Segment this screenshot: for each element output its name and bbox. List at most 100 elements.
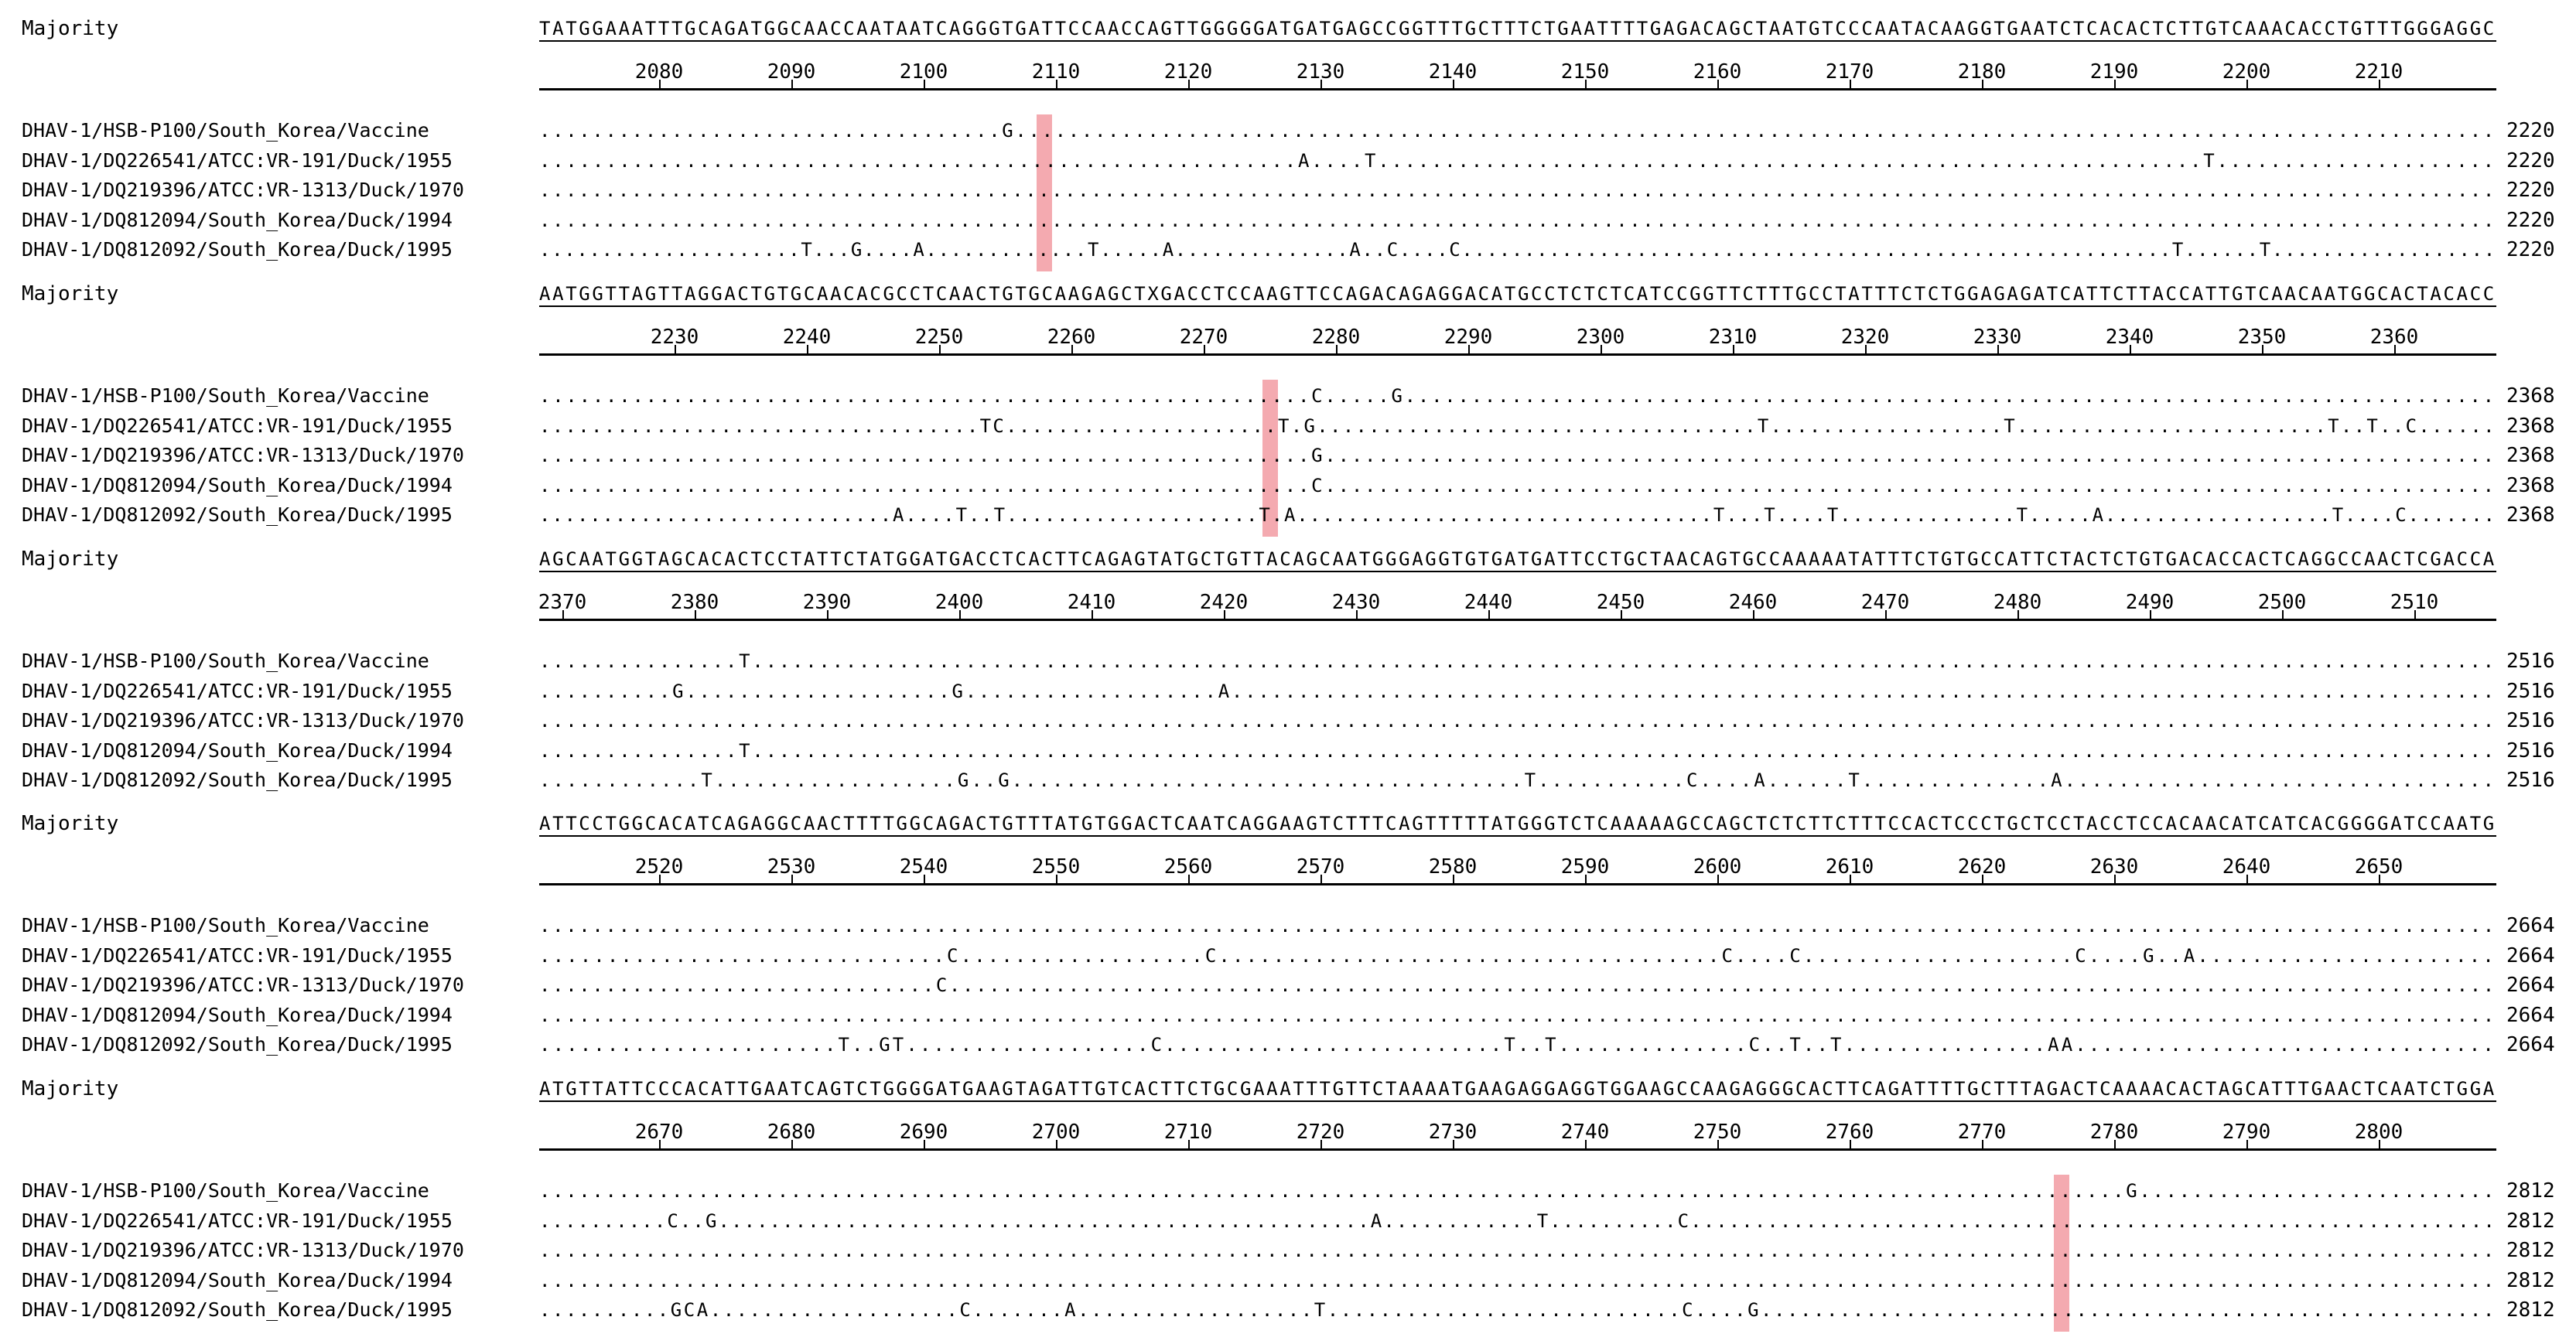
ruler-tick xyxy=(1733,345,1734,353)
end-position: 2664 xyxy=(2506,914,2555,937)
ruler-tick-label: 2740 xyxy=(1560,1121,1610,1144)
ruler-tick-label: 2090 xyxy=(767,60,816,84)
sequence-name: DHAV-1/DQ812092/South_Korea/Duck/1995 xyxy=(22,503,453,526)
ruler-tick-label: 2240 xyxy=(782,326,832,349)
ruler-tick xyxy=(2246,875,2248,883)
ruler-tick xyxy=(1982,80,1983,88)
ruler-tick xyxy=(1056,875,1057,883)
ruler-tick xyxy=(939,345,941,353)
sequence-name: DHAV-1/HSB-P100/South_Korea/Vaccine xyxy=(22,119,429,142)
sequence-row: ........................................… xyxy=(539,1180,2496,1202)
ruler-tick-label: 2700 xyxy=(1031,1121,1081,1144)
ruler-tick xyxy=(1585,1140,1587,1148)
sequence-row: ............................A....T..T...… xyxy=(539,504,2496,526)
end-position: 2664 xyxy=(2506,943,2555,967)
sequence-row: ..................................TC....… xyxy=(539,415,2496,437)
ruler-tick-label: 2390 xyxy=(802,591,852,614)
sequence-row: ..............................C.........… xyxy=(539,944,2496,967)
ruler-tick xyxy=(1850,875,1851,883)
ruler-tick-label: 2540 xyxy=(899,855,948,879)
ruler-tick xyxy=(1071,345,1073,353)
majority-sequence: ATTCCTGGCACATCAGAGGCAACTTTTGGCAGACTGTTTA… xyxy=(539,812,2496,837)
sequence-row: ........................................… xyxy=(539,915,2496,937)
majority-sequence: AATGGTTAGTTAGGACTGTGCAACACGCCTCAACTGTGCA… xyxy=(539,282,2496,307)
sequence-row: ......................T..GT.............… xyxy=(539,1034,2496,1056)
end-position: 2220 xyxy=(2506,208,2555,232)
sequence-name: DHAV-1/DQ219396/ATCC:VR-1313/Duck/1970 xyxy=(22,974,464,996)
end-position: 2516 xyxy=(2506,709,2555,732)
majority-sequence: TATGGAAATTTGCAGATGGCAACCAATAATCAGGGTGATT… xyxy=(539,17,2496,42)
ruler-tick xyxy=(1320,875,1322,883)
position-ruler: 2230 2240 2250 2260 2270 2280 2290 2300 2310 2320… xyxy=(539,326,2496,356)
sequence-row: ..........G....................G........… xyxy=(539,680,2496,702)
ruler-tick-label: 2210 xyxy=(2354,60,2403,84)
highlight-column xyxy=(2054,1175,2069,1332)
ruler-tick xyxy=(695,610,696,619)
ruler-line xyxy=(539,88,2496,90)
ruler-tick xyxy=(1753,610,1754,619)
ruler-tick-label: 2300 xyxy=(1576,326,1625,349)
ruler-tick-label: 2450 xyxy=(1596,591,1645,614)
end-position: 2368 xyxy=(2506,384,2555,408)
sequence-row: ........................................… xyxy=(539,1240,2496,1261)
ruler-tick xyxy=(1488,610,1490,619)
ruler-tick xyxy=(1468,345,1470,353)
ruler-tick-label: 2350 xyxy=(2237,326,2287,349)
sequence-row: ...............T........................… xyxy=(539,650,2496,672)
ruler-tick xyxy=(562,610,564,619)
ruler-tick-label: 2580 xyxy=(1428,855,1478,879)
position-ruler: 2370 2380 2390 2400 2410 2420 2430 2440 2450 2460… xyxy=(538,591,2496,621)
end-position: 2516 xyxy=(2506,650,2555,673)
ruler-tick-label: 2340 xyxy=(2105,326,2154,349)
ruler-tick xyxy=(807,345,808,353)
ruler-tick-label: 2170 xyxy=(1825,60,1874,84)
ruler-tick-label: 2230 xyxy=(650,326,699,349)
ruler-tick-label: 2490 xyxy=(2125,591,2175,614)
sequence-name: DHAV-1/DQ812094/South_Korea/Duck/1994 xyxy=(22,1003,453,1026)
sequence-row: ........................................… xyxy=(539,445,2496,466)
ruler-tick xyxy=(2262,345,2263,353)
ruler-tick xyxy=(1850,1140,1851,1148)
ruler-tick-label: 2470 xyxy=(1860,591,1910,614)
ruler-tick xyxy=(1320,1140,1322,1148)
ruler-tick xyxy=(1453,1140,1454,1148)
sequence-row: ........................................… xyxy=(539,149,2496,172)
ruler-tick xyxy=(2130,345,2131,353)
ruler-tick-label: 2080 xyxy=(634,60,684,84)
majority-label: Majority xyxy=(22,548,119,571)
ruler-tick xyxy=(1997,345,1999,353)
sequence-name: DHAV-1/DQ812092/South_Korea/Duck/1995 xyxy=(22,238,453,261)
ruler-tick-label: 2590 xyxy=(1560,855,1610,879)
sequence-row: ........................................… xyxy=(539,179,2496,201)
ruler-tick-label: 2320 xyxy=(1840,326,1890,349)
majority-sequence: ATGTTATTCCCACATTGAATCAGTCTGGGGATGAAGTAGA… xyxy=(539,1077,2496,1102)
sequence-name: DHAV-1/DQ812094/South_Korea/Duck/1994 xyxy=(22,1268,453,1291)
ruler-tick-label: 2280 xyxy=(1311,326,1361,349)
ruler-tick-label: 2780 xyxy=(2089,1121,2139,1144)
ruler-tick-label: 2500 xyxy=(2257,591,2307,614)
ruler-tick xyxy=(659,875,661,883)
sequence-row: ........................................… xyxy=(539,209,2496,231)
end-position: 2368 xyxy=(2506,503,2555,527)
ruler-tick xyxy=(1320,80,1322,88)
ruler-tick-label: 2130 xyxy=(1296,60,1345,84)
ruler-tick xyxy=(2114,875,2116,883)
sequence-name: DHAV-1/HSB-P100/South_Korea/Vaccine xyxy=(22,384,429,407)
ruler-tick-label: 2720 xyxy=(1296,1121,1345,1144)
sequence-name: DHAV-1/DQ812092/South_Korea/Duck/1995 xyxy=(22,1298,453,1321)
sequence-row: ..........GCA...................C.......… xyxy=(539,1299,2496,1321)
sequence-name: DHAV-1/DQ812092/South_Korea/Duck/1995 xyxy=(22,1033,453,1056)
position-ruler: 2670 2680 2690 2700 2710 2720 2730 2740 2750 2760… xyxy=(539,1121,2496,1151)
ruler-tick xyxy=(791,1140,793,1148)
sequence-name: DHAV-1/HSB-P100/South_Korea/Vaccine xyxy=(22,650,429,672)
sequence-row: ..........C..G..........................… xyxy=(539,1209,2496,1232)
ruler-tick xyxy=(1585,875,1587,883)
sequence-name: DHAV-1/DQ226541/ATCC:VR-191/Duck/1955 xyxy=(22,414,453,437)
ruler-tick-label: 2250 xyxy=(914,326,964,349)
ruler-tick-label: 2360 xyxy=(2369,326,2419,349)
ruler-tick-label: 2480 xyxy=(1993,591,2042,614)
majority-label: Majority xyxy=(22,812,119,835)
ruler-tick xyxy=(1601,345,1602,353)
sequence-name: DHAV-1/DQ812094/South_Korea/Duck/1994 xyxy=(22,739,453,762)
sequence-row: ............T..................G..G.....… xyxy=(539,769,2496,791)
